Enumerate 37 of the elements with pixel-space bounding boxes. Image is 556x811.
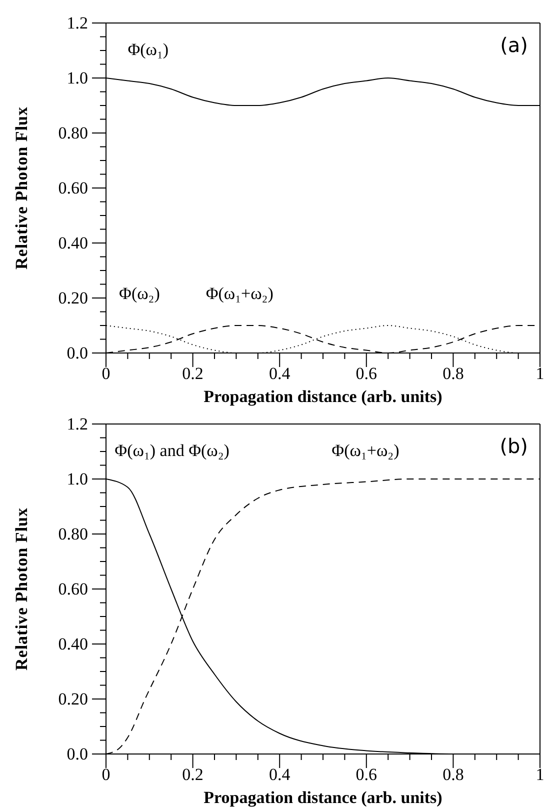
x-tick-label: 0.4 [268,364,291,383]
x-tick-label: 0 [102,364,110,383]
x-axis-title: Propagation distance (arb. units) [202,788,444,808]
y-tick-label: 1.2 [66,414,88,434]
y-tick-label: 0.80 [58,524,88,544]
y-tick-label: 1.0 [66,68,88,88]
x-tick-label: 0.6 [356,765,378,784]
y-tick-label: 0.80 [58,124,88,142]
y-tick-label: 0.60 [58,580,88,598]
series-label: Φ(ω₁) [128,40,169,60]
y-axis-title: Relative Photon Flux [12,508,32,670]
x-tick-label: 0.4 [268,765,291,784]
x-tick-label: 1 [536,364,544,383]
y-tick-label: 0.0 [66,344,88,362]
y-tick-label: 0.20 [58,690,88,708]
series-label: Φ(ω₁) and Φ(ω₂) [114,440,230,460]
x-tick-label: 1 [536,765,544,784]
series-label: Φ(ω₂) [119,284,160,304]
x-tick-label: 0.2 [182,765,204,784]
x-tick-label: 0 [102,765,110,784]
y-tick-label: 0.0 [66,744,88,764]
x-tick-label: 0.8 [442,765,464,784]
series-label: Φ(ω₁+ω₂) [206,284,274,304]
series-label: Φ(ω₁+ω₂) [332,440,400,460]
y-tick-label: 0.20 [58,288,88,308]
x-tick-label: 0.8 [442,364,464,383]
annotation: (b) [500,434,528,458]
y-tick-label: 0.40 [58,234,88,252]
y-tick-label: 0.60 [58,178,88,198]
y-tick-label: 1.0 [66,470,88,488]
x-tick-label: 0.6 [356,364,378,383]
annotation: (a) [500,33,528,57]
y-axis-title: Relative Photon Flux [12,106,32,270]
x-axis-title: Propagation distance (arb. units) [202,387,444,407]
x-tick-label: 0.2 [182,364,204,383]
y-tick-label: 0.40 [58,634,88,654]
y-tick-label: 1.2 [66,14,88,32]
